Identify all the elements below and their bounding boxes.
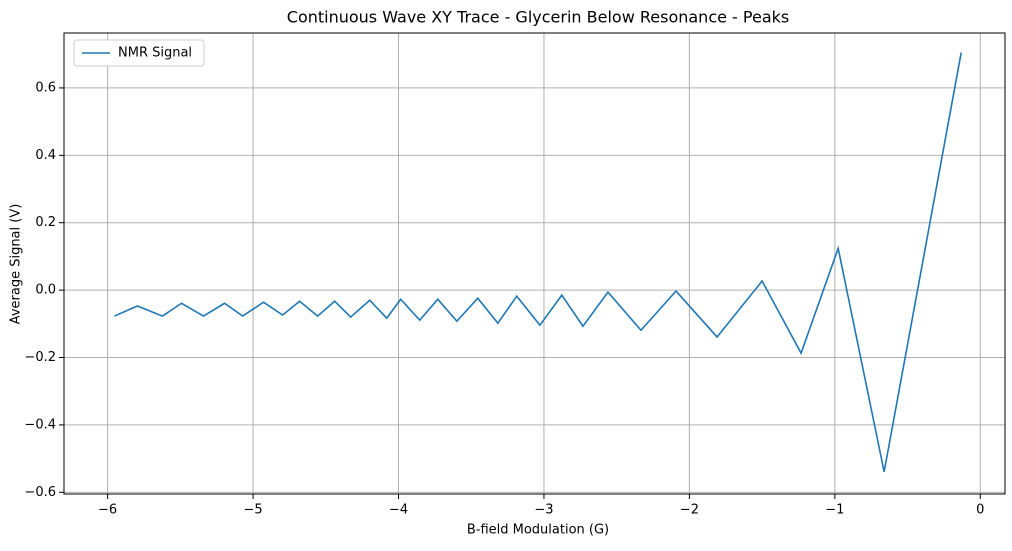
data-line [114, 52, 963, 472]
x-tick-label: −6 [98, 503, 117, 518]
y-tick-label: 0.2 [35, 215, 56, 230]
y-tick-label: −0.2 [24, 350, 56, 365]
x-tick-label: −2 [680, 503, 699, 518]
y-tick-label: −0.4 [24, 417, 56, 432]
y-tick-label: −0.6 [24, 485, 56, 500]
legend-box [73, 39, 205, 67]
chart-title: Continuous Wave XY Trace - Glycerin Belo… [287, 8, 789, 27]
plot-frame [63, 32, 1006, 495]
x-tick-label: −5 [243, 503, 262, 518]
y-axis-label: Average Signal (V) [9, 204, 24, 325]
x-tick-label: −1 [825, 503, 844, 518]
x-axis-label: B-field Modulation (G) [467, 523, 609, 538]
y-tick-label: 0.0 [35, 283, 56, 298]
x-tick-label: −3 [534, 503, 553, 518]
y-tick-label: 0.6 [35, 80, 56, 95]
y-tick-label: 0.4 [35, 148, 56, 163]
x-tick-label: 0 [976, 503, 984, 518]
legend-label: NMR Signal [118, 46, 192, 61]
x-tick-label: −4 [389, 503, 408, 518]
